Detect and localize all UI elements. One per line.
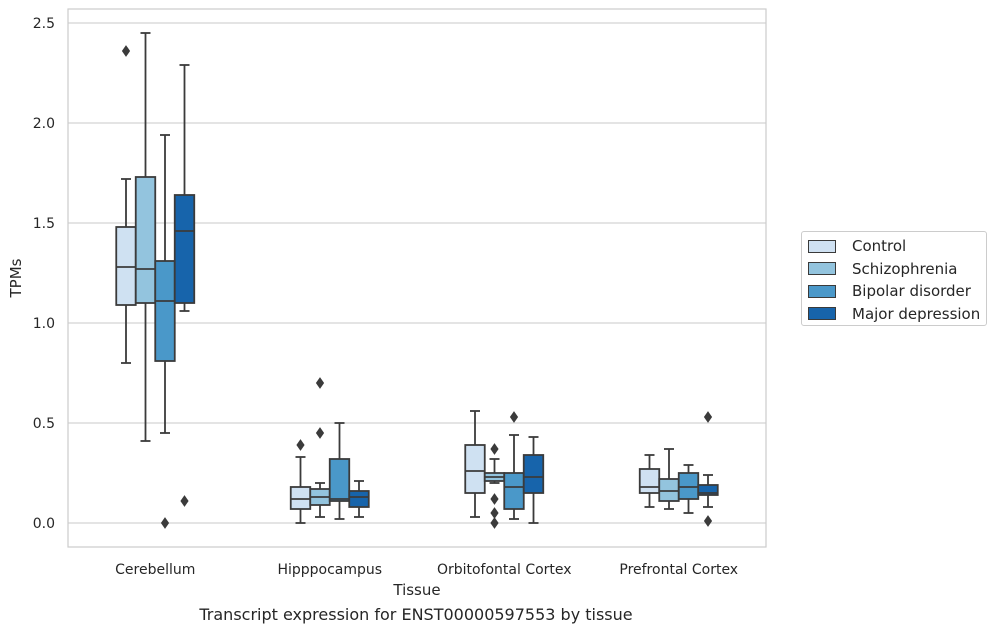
chart-caption: Transcript expression for ENST0000059755…: [199, 605, 633, 624]
box-iqr: [677, 472, 700, 500]
legend-label: Major depression: [852, 304, 981, 323]
legend-item: Control: [808, 235, 986, 258]
legend-label: Control: [852, 237, 907, 256]
y-tick-label: 0.5: [33, 416, 55, 432]
box-schizophrenia: [134, 32, 157, 442]
legend-swatch: [808, 239, 836, 253]
box-iqr: [522, 454, 545, 494]
box-schizophrenia: [483, 443, 506, 529]
outlier-point: [490, 443, 499, 455]
box-bipolar-disorder: [503, 411, 525, 520]
box-iqr: [638, 468, 661, 494]
outlier-point: [490, 507, 499, 519]
legend-swatch: [808, 307, 836, 321]
outlier-point: [509, 411, 519, 423]
x-tick-label: Cerebellum: [115, 562, 195, 578]
y-tick-label: 1.0: [33, 316, 55, 332]
box-iqr: [289, 486, 312, 510]
box-iqr: [115, 226, 137, 306]
y-tick-label: 0.0: [33, 516, 55, 532]
outlier-point: [490, 493, 499, 505]
legend: Control Schizophrenia Bipolar disorder Majo…: [801, 231, 987, 326]
outlier-point: [296, 439, 305, 451]
box-iqr: [328, 458, 351, 502]
outlier-point: [180, 495, 189, 507]
legend-item: Bipolar disorder: [808, 280, 986, 303]
x-tick-labels: Cerebellum Hipppocampus Orbitofontal Corte…: [115, 562, 738, 578]
box-iqr: [464, 444, 486, 494]
y-tick-label: 1.5: [33, 216, 55, 232]
plot-frame: [67, 8, 767, 548]
box-iqr: [697, 484, 719, 496]
box-iqr: [503, 472, 525, 510]
box-iqr: [658, 478, 680, 502]
x-tick-label: Hipppocampus: [277, 562, 382, 578]
y-tick-label: 2.0: [33, 116, 55, 132]
box-major-depression: [348, 480, 370, 518]
box-iqr: [154, 260, 176, 362]
outlier-point: [315, 377, 325, 389]
box-iqr: [348, 490, 370, 508]
box-bipolar-disorder: [328, 422, 351, 520]
box-control: [289, 439, 312, 524]
box-bipolar-disorder: [677, 464, 700, 514]
box-iqr: [134, 176, 157, 304]
outlier-point: [703, 515, 713, 527]
box-major-depression: [173, 64, 196, 507]
y-tick-label: 2.5: [33, 16, 55, 32]
box-bipolar-disorder: [154, 134, 176, 529]
y-axis-label: TPMs: [7, 258, 25, 298]
y-tick-labels: 0.0 0.5 1.0 1.5 2.0 2.5: [33, 16, 55, 532]
box-control: [115, 45, 137, 364]
box-control: [638, 454, 661, 508]
x-axis-label: Tissue: [392, 581, 440, 599]
legend-item: Schizophrenia: [808, 258, 986, 281]
box-schizophrenia: [309, 377, 331, 518]
box-series: [115, 32, 719, 529]
legend-label: Bipolar disorder: [852, 282, 971, 301]
box-major-depression: [697, 411, 719, 527]
legend-swatch: [808, 284, 836, 298]
outlier-point: [703, 411, 713, 423]
x-tick-label: Orbitofontal Cortex: [437, 562, 572, 578]
outlier-point: [315, 427, 325, 439]
box-control: [464, 410, 486, 518]
outlier-point: [160, 517, 170, 529]
legend-item: Major depression: [808, 303, 986, 326]
legend-label: Schizophrenia: [852, 259, 958, 278]
outlier-point: [490, 517, 499, 529]
legend-swatch: [808, 262, 836, 276]
outlier-point: [121, 45, 131, 57]
box-iqr: [173, 194, 196, 304]
box-major-depression: [522, 436, 545, 524]
x-tick-label: Prefrontal Cortex: [619, 562, 738, 578]
box-schizophrenia: [658, 448, 680, 510]
